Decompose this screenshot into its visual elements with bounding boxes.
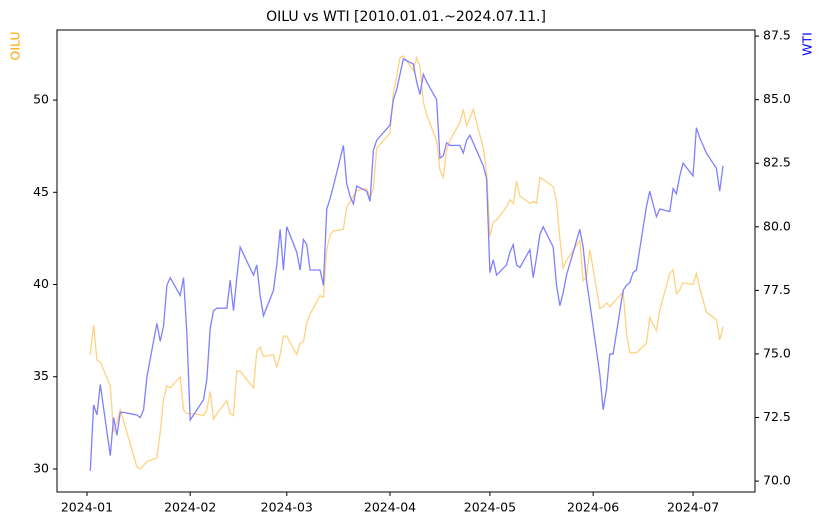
y2-tick-label: 82.5 — [763, 155, 791, 170]
data-line — [89, 58, 724, 471]
chart-title: OILU vs WTI [2010.01.01.~2024.07.11.] — [266, 9, 546, 25]
y2-tick-label: 70.0 — [763, 473, 791, 488]
y-tick-label: 40 — [33, 276, 49, 291]
y2-tick-label: 85.0 — [763, 91, 791, 106]
y2-tick-label: 72.5 — [763, 409, 791, 424]
x-tick-label: 2024-07 — [667, 500, 719, 515]
y2-tick-label: 77.5 — [763, 282, 791, 297]
plot-frame — [56, 29, 756, 493]
y2-axis-label: WTI — [800, 32, 815, 56]
y2-tick-label: 80.0 — [763, 218, 791, 233]
y-tick-label: 50 — [33, 92, 49, 107]
y-tick-label: 35 — [33, 368, 49, 383]
x-tick-label: 2024-05 — [464, 500, 516, 515]
y-tick-label: 45 — [33, 184, 49, 199]
y2-tick-label: 75.0 — [763, 345, 791, 360]
y2-tick-label: 87.5 — [763, 28, 791, 43]
x-tick-label: 2024-01 — [61, 500, 113, 515]
x-tick-label: 2024-02 — [164, 500, 216, 515]
x-tick-label: 2024-06 — [567, 500, 619, 515]
data-line — [89, 54, 724, 470]
x-tick-label: 2024-04 — [364, 500, 416, 515]
y-tick-label: 30 — [33, 460, 49, 475]
y-axis-label: OILU — [8, 31, 23, 60]
x-tick-label: 2024-03 — [261, 500, 313, 515]
